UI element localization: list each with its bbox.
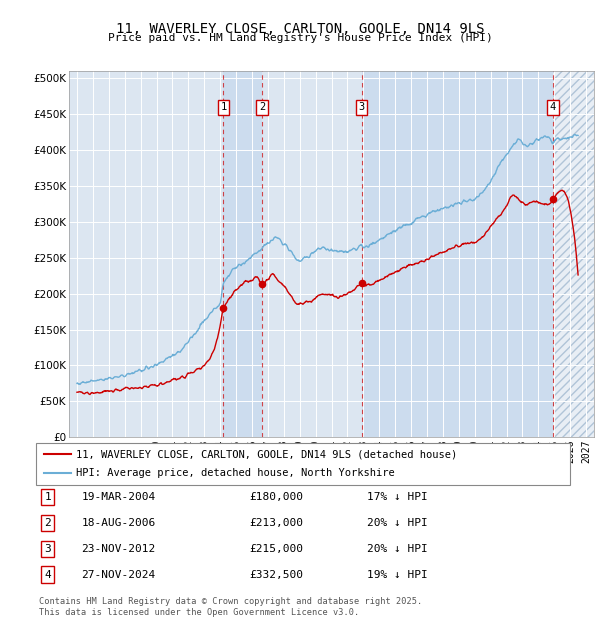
Text: Price paid vs. HM Land Registry's House Price Index (HPI): Price paid vs. HM Land Registry's House …	[107, 33, 493, 43]
Text: 1: 1	[220, 102, 227, 112]
Text: £332,500: £332,500	[250, 570, 304, 580]
Text: £213,000: £213,000	[250, 518, 304, 528]
Text: 3: 3	[44, 544, 51, 554]
Bar	[553, 71, 594, 437]
Bar	[553, 71, 594, 437]
Text: HPI: Average price, detached house, North Yorkshire: HPI: Average price, detached house, Nort…	[76, 469, 395, 479]
Text: 2: 2	[259, 102, 265, 112]
Text: £215,000: £215,000	[250, 544, 304, 554]
Text: 1: 1	[44, 492, 51, 502]
Text: 20% ↓ HPI: 20% ↓ HPI	[367, 518, 428, 528]
Text: 20% ↓ HPI: 20% ↓ HPI	[367, 544, 428, 554]
Text: 4: 4	[550, 102, 556, 112]
Text: 4: 4	[44, 570, 51, 580]
Text: 11, WAVERLEY CLOSE, CARLTON, GOOLE, DN14 9LS (detached house): 11, WAVERLEY CLOSE, CARLTON, GOOLE, DN14…	[76, 449, 457, 459]
FancyBboxPatch shape	[36, 443, 570, 485]
Bar	[362, 71, 553, 437]
Text: 2: 2	[44, 518, 51, 528]
Text: £180,000: £180,000	[250, 492, 304, 502]
Text: 19% ↓ HPI: 19% ↓ HPI	[367, 570, 428, 580]
Text: 18-AUG-2006: 18-AUG-2006	[82, 518, 155, 528]
Bar	[223, 71, 262, 437]
Text: 27-NOV-2024: 27-NOV-2024	[82, 570, 155, 580]
Text: 23-NOV-2012: 23-NOV-2012	[82, 544, 155, 554]
Text: Contains HM Land Registry data © Crown copyright and database right 2025.
This d: Contains HM Land Registry data © Crown c…	[39, 598, 422, 617]
Text: 3: 3	[359, 102, 365, 112]
Text: 17% ↓ HPI: 17% ↓ HPI	[367, 492, 428, 502]
Text: 11, WAVERLEY CLOSE, CARLTON, GOOLE, DN14 9LS: 11, WAVERLEY CLOSE, CARLTON, GOOLE, DN14…	[116, 22, 484, 36]
Text: 19-MAR-2004: 19-MAR-2004	[82, 492, 155, 502]
